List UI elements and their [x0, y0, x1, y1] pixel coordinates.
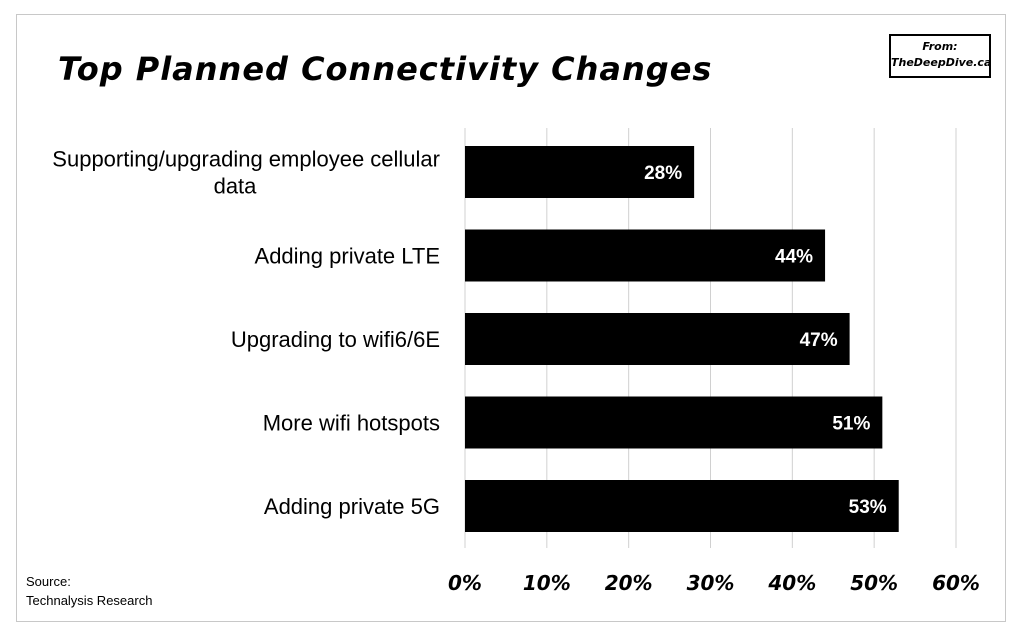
category-label: Adding private LTE: [255, 244, 440, 269]
source-name: Technalysis Research: [26, 593, 153, 608]
category-label: Supporting/upgrading employee cellular da…: [52, 147, 440, 199]
bar: [465, 313, 850, 365]
x-tick-label: 30%: [687, 571, 735, 595]
data-label: 44%: [775, 247, 813, 268]
source-label: Source:: [26, 574, 71, 589]
data-label: 28%: [644, 163, 682, 184]
x-tick-label: 50%: [850, 571, 898, 595]
bar: [465, 396, 883, 449]
x-tick-label: 40%: [767, 571, 816, 595]
bar: [465, 146, 695, 198]
x-tick-label: 0%: [448, 571, 482, 595]
data-label: 47%: [800, 330, 838, 351]
category-label: Upgrading to wifi6/6E: [231, 327, 440, 352]
bars: 28% 44% 47% 51% 53%: [465, 146, 899, 532]
category-label: Adding private 5G: [264, 494, 440, 519]
x-tick-label: 20%: [605, 571, 653, 595]
category-label: More wifi hotspots: [263, 411, 440, 436]
credit-from-label: From:: [922, 40, 958, 53]
chart-title: Top Planned Connectivity Changes: [58, 50, 713, 88]
x-tick-label: 10%: [523, 571, 571, 595]
x-tick-labels: 0% 10% 20% 30% 40% 50% 60%: [448, 571, 980, 595]
credit-box: From: TheDeepDive.ca: [889, 34, 991, 78]
credit-site-label: TheDeepDive.ca: [891, 56, 992, 69]
category-labels: Supporting/upgrading employee cellular da…: [52, 147, 440, 520]
source-note: Source: Technalysis Research: [26, 572, 152, 610]
x-tick-label: 60%: [932, 571, 980, 595]
data-label: 51%: [832, 414, 870, 435]
data-label: 53%: [849, 497, 887, 518]
bar: [465, 229, 826, 282]
bar: [465, 480, 899, 532]
